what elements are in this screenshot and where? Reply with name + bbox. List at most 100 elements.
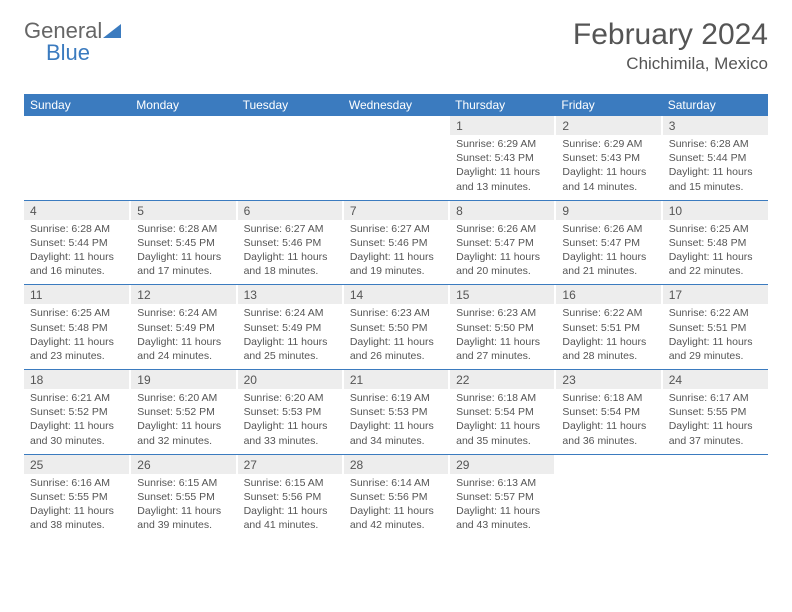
sunrise-text: Sunrise: 6:14 AM [350, 476, 442, 490]
day-cell: Sunrise: 6:15 AMSunset: 5:56 PMDaylight:… [237, 474, 343, 539]
day-cell: Sunrise: 6:24 AMSunset: 5:49 PMDaylight:… [237, 304, 343, 369]
sunrise-text: Sunrise: 6:22 AM [562, 306, 654, 320]
day-number: 3 [662, 116, 768, 135]
day-cell: Sunrise: 6:27 AMSunset: 5:46 PMDaylight:… [343, 220, 449, 285]
sunset-text: Sunset: 5:55 PM [669, 405, 762, 419]
sunset-text: Sunset: 5:54 PM [562, 405, 654, 419]
sunrise-text: Sunrise: 6:29 AM [456, 137, 548, 151]
header: General February 2024 Chichimila, Mexico [24, 18, 768, 74]
sunset-text: Sunset: 5:52 PM [30, 405, 123, 419]
logo-text-2: Blue [46, 40, 90, 65]
day-number: 22 [449, 370, 555, 389]
sunrise-text: Sunrise: 6:26 AM [562, 222, 654, 236]
day-number [237, 116, 343, 135]
day-header: Friday [555, 94, 661, 116]
daylight-text: Daylight: 11 hours and 13 minutes. [456, 165, 548, 193]
triangle-icon [103, 24, 121, 38]
day-number: 27 [237, 455, 343, 474]
sunset-text: Sunset: 5:43 PM [456, 151, 548, 165]
day-cell: Sunrise: 6:24 AMSunset: 5:49 PMDaylight:… [130, 304, 236, 369]
day-data-row: Sunrise: 6:28 AMSunset: 5:44 PMDaylight:… [24, 220, 768, 285]
sunset-text: Sunset: 5:49 PM [244, 321, 336, 335]
day-number [130, 116, 236, 135]
sunset-text: Sunset: 5:43 PM [562, 151, 654, 165]
daylight-text: Daylight: 11 hours and 15 minutes. [669, 165, 762, 193]
daylight-text: Daylight: 11 hours and 42 minutes. [350, 504, 442, 532]
sunrise-text: Sunrise: 6:26 AM [456, 222, 548, 236]
day-cell: Sunrise: 6:22 AMSunset: 5:51 PMDaylight:… [662, 304, 768, 369]
day-number: 6 [237, 201, 343, 220]
daylight-text: Daylight: 11 hours and 37 minutes. [669, 419, 762, 447]
calendar-table: Sunday Monday Tuesday Wednesday Thursday… [24, 94, 768, 538]
daylight-text: Daylight: 11 hours and 33 minutes. [244, 419, 336, 447]
sunset-text: Sunset: 5:49 PM [137, 321, 229, 335]
sunset-text: Sunset: 5:51 PM [669, 321, 762, 335]
daylight-text: Daylight: 11 hours and 32 minutes. [137, 419, 229, 447]
day-number [662, 455, 768, 474]
sunset-text: Sunset: 5:57 PM [456, 490, 548, 504]
sunset-text: Sunset: 5:56 PM [244, 490, 336, 504]
sunrise-text: Sunrise: 6:20 AM [137, 391, 229, 405]
day-cell: Sunrise: 6:18 AMSunset: 5:54 PMDaylight:… [449, 389, 555, 454]
day-number: 9 [555, 201, 661, 220]
page-title: February 2024 [573, 18, 768, 52]
sunrise-text: Sunrise: 6:29 AM [562, 137, 654, 151]
daylight-text: Daylight: 11 hours and 28 minutes. [562, 335, 654, 363]
sunrise-text: Sunrise: 6:23 AM [350, 306, 442, 320]
sunset-text: Sunset: 5:53 PM [244, 405, 336, 419]
sunrise-text: Sunrise: 6:27 AM [350, 222, 442, 236]
daylight-text: Daylight: 11 hours and 24 minutes. [137, 335, 229, 363]
day-number: 25 [24, 455, 130, 474]
day-number: 19 [130, 370, 236, 389]
sunrise-text: Sunrise: 6:23 AM [456, 306, 548, 320]
day-number-row: 123 [24, 116, 768, 135]
day-cell: Sunrise: 6:14 AMSunset: 5:56 PMDaylight:… [343, 474, 449, 539]
day-number [555, 455, 661, 474]
day-number [343, 116, 449, 135]
sunrise-text: Sunrise: 6:18 AM [562, 391, 654, 405]
daylight-text: Daylight: 11 hours and 19 minutes. [350, 250, 442, 278]
sunset-text: Sunset: 5:50 PM [456, 321, 548, 335]
day-cell: Sunrise: 6:15 AMSunset: 5:55 PMDaylight:… [130, 474, 236, 539]
day-cell: Sunrise: 6:29 AMSunset: 5:43 PMDaylight:… [555, 135, 661, 200]
day-number: 2 [555, 116, 661, 135]
day-cell [343, 135, 449, 200]
day-cell: Sunrise: 6:28 AMSunset: 5:45 PMDaylight:… [130, 220, 236, 285]
day-number: 15 [449, 285, 555, 304]
daylight-text: Daylight: 11 hours and 27 minutes. [456, 335, 548, 363]
sunrise-text: Sunrise: 6:18 AM [456, 391, 548, 405]
sunset-text: Sunset: 5:50 PM [350, 321, 442, 335]
day-number: 10 [662, 201, 768, 220]
day-cell: Sunrise: 6:21 AMSunset: 5:52 PMDaylight:… [24, 389, 130, 454]
day-cell: Sunrise: 6:26 AMSunset: 5:47 PMDaylight:… [555, 220, 661, 285]
day-number: 8 [449, 201, 555, 220]
day-number: 1 [449, 116, 555, 135]
daylight-text: Daylight: 11 hours and 26 minutes. [350, 335, 442, 363]
day-header: Sunday [24, 94, 130, 116]
location-label: Chichimila, Mexico [573, 54, 768, 74]
day-cell: Sunrise: 6:13 AMSunset: 5:57 PMDaylight:… [449, 474, 555, 539]
sunset-text: Sunset: 5:54 PM [456, 405, 548, 419]
day-cell: Sunrise: 6:16 AMSunset: 5:55 PMDaylight:… [24, 474, 130, 539]
day-cell: Sunrise: 6:19 AMSunset: 5:53 PMDaylight:… [343, 389, 449, 454]
day-cell [237, 135, 343, 200]
day-cell: Sunrise: 6:25 AMSunset: 5:48 PMDaylight:… [24, 304, 130, 369]
day-number: 11 [24, 285, 130, 304]
day-number: 13 [237, 285, 343, 304]
daylight-text: Daylight: 11 hours and 25 minutes. [244, 335, 336, 363]
daylight-text: Daylight: 11 hours and 16 minutes. [30, 250, 123, 278]
daylight-text: Daylight: 11 hours and 41 minutes. [244, 504, 336, 532]
day-number-row: 2526272829 [24, 455, 768, 474]
day-header: Monday [130, 94, 236, 116]
sunrise-text: Sunrise: 6:21 AM [30, 391, 123, 405]
daylight-text: Daylight: 11 hours and 14 minutes. [562, 165, 654, 193]
day-number: 18 [24, 370, 130, 389]
sunset-text: Sunset: 5:55 PM [137, 490, 229, 504]
day-cell: Sunrise: 6:27 AMSunset: 5:46 PMDaylight:… [237, 220, 343, 285]
sunrise-text: Sunrise: 6:28 AM [137, 222, 229, 236]
sunset-text: Sunset: 5:46 PM [244, 236, 336, 250]
title-block: February 2024 Chichimila, Mexico [573, 18, 768, 74]
sunset-text: Sunset: 5:44 PM [669, 151, 762, 165]
sunset-text: Sunset: 5:46 PM [350, 236, 442, 250]
daylight-text: Daylight: 11 hours and 18 minutes. [244, 250, 336, 278]
